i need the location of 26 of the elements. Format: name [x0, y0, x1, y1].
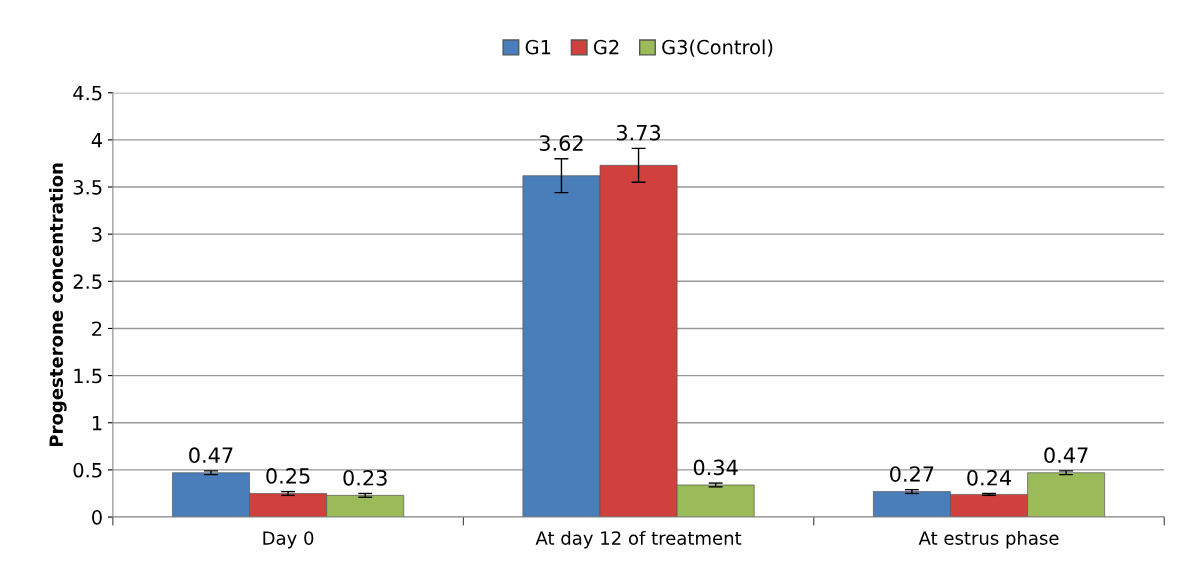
y-tick-label: 0: [92, 510, 102, 525]
data-label: 0.24: [967, 469, 1012, 486]
y-tick-label: 2.5: [73, 274, 102, 289]
y-tick-label: 4.5: [73, 85, 102, 101]
data-label: 0.27: [890, 466, 934, 482]
data-label: 0.34: [693, 459, 738, 476]
data-label: 0.47: [1044, 447, 1088, 464]
y-tick-label: 1.5: [74, 368, 102, 384]
data-label: 0.47: [189, 447, 233, 464]
x-tick-label: At estrus phase: [918, 530, 1059, 549]
legend-label: G1: [525, 39, 551, 55]
y-tick-label: 2: [92, 321, 102, 336]
y-tick-label: 4: [91, 133, 103, 148]
data-label: 0.25: [266, 468, 310, 484]
legend-label: G2: [593, 39, 619, 55]
x-tick-label: Day 0: [263, 531, 314, 549]
y-tick-label: 3.5: [73, 179, 102, 195]
data-label: 0.23: [343, 469, 387, 486]
data-label: 3.62: [539, 135, 583, 151]
y-tick-label: 3: [92, 227, 102, 242]
data-label: 3.73: [616, 124, 661, 141]
y-tick-label: 1: [92, 415, 102, 431]
x-tick-label: At day 12 of treatment: [535, 530, 742, 549]
y-tick-label: 0.5: [73, 462, 102, 478]
y-axis-title: Progesterone concentration: [49, 163, 67, 447]
legend-label: G3(Control): [662, 39, 773, 57]
